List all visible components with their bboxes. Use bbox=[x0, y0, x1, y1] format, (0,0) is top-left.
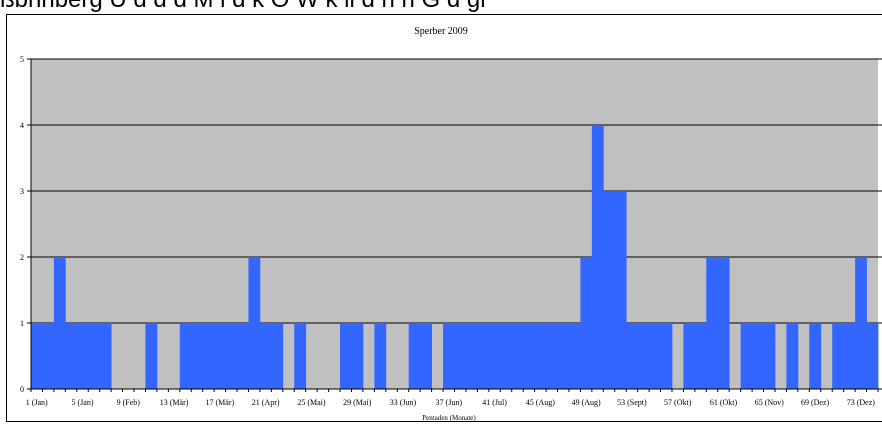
y-tick-label: 3 bbox=[20, 187, 24, 196]
bar bbox=[225, 323, 238, 389]
bar bbox=[511, 323, 524, 389]
bar bbox=[202, 323, 215, 389]
x-tick-label: 21 (Apr) bbox=[252, 398, 280, 407]
bar bbox=[53, 257, 66, 389]
x-tick-label: 37 (Jun) bbox=[436, 398, 463, 407]
bar bbox=[843, 323, 856, 389]
x-tick-label: 61 (Okt) bbox=[710, 398, 738, 407]
x-tick-label: 29 (Mai) bbox=[343, 398, 372, 407]
bar bbox=[626, 323, 639, 389]
bar bbox=[809, 323, 822, 389]
bar bbox=[237, 323, 249, 389]
bar bbox=[694, 323, 707, 389]
x-axis-label: Pentaden (Monate) bbox=[422, 414, 476, 422]
bar bbox=[99, 323, 112, 389]
x-tick-label: 9 (Feb) bbox=[117, 398, 141, 407]
x-tick-label: 17 (Mär) bbox=[206, 398, 235, 407]
bar bbox=[31, 323, 43, 389]
bar bbox=[271, 323, 284, 389]
x-tick-label: 73 (Dez) bbox=[847, 398, 876, 407]
x-tick-label: 57 (Okt) bbox=[664, 398, 692, 407]
bar bbox=[591, 125, 604, 389]
bar bbox=[42, 323, 55, 389]
x-tick-label: 5 (Jan) bbox=[72, 398, 94, 407]
y-tick-label: 1 bbox=[20, 319, 24, 328]
bar bbox=[740, 323, 753, 389]
bar bbox=[683, 323, 696, 389]
bar bbox=[420, 323, 433, 389]
bar bbox=[546, 323, 558, 389]
bar bbox=[763, 323, 776, 389]
x-tick-label: 41 (Jul) bbox=[482, 398, 507, 407]
bar bbox=[340, 323, 352, 389]
bar bbox=[408, 323, 421, 389]
bar bbox=[477, 323, 490, 389]
y-tick-label: 4 bbox=[20, 121, 24, 130]
bar bbox=[557, 323, 570, 389]
bar bbox=[580, 257, 593, 389]
bar bbox=[534, 323, 547, 389]
bar bbox=[76, 323, 89, 389]
x-tick-label: 1 (Jan) bbox=[26, 398, 48, 407]
bar bbox=[294, 323, 307, 389]
bar bbox=[248, 257, 261, 389]
y-tick-labels: 0 1 2 3 4 5 bbox=[20, 55, 24, 394]
bar bbox=[855, 257, 867, 389]
x-tick-label: 45 (Aug) bbox=[526, 398, 555, 407]
bar bbox=[500, 323, 513, 389]
bar bbox=[752, 323, 764, 389]
bar bbox=[866, 323, 879, 389]
bar bbox=[191, 323, 204, 389]
bar bbox=[374, 323, 387, 389]
bar bbox=[614, 191, 627, 389]
x-tick-label: 49 (Aug) bbox=[572, 398, 601, 407]
bar bbox=[465, 323, 478, 389]
bar bbox=[65, 323, 78, 389]
bar bbox=[523, 323, 536, 389]
bar bbox=[649, 323, 661, 389]
bar bbox=[786, 323, 799, 389]
x-tick-label: 13 (Mär) bbox=[160, 398, 189, 407]
bar bbox=[145, 323, 158, 389]
bar bbox=[568, 323, 581, 389]
y-tick-label: 5 bbox=[20, 55, 24, 64]
x-tick-label: 25 (Mai) bbox=[297, 398, 326, 407]
y-tick-label: 2 bbox=[20, 253, 24, 262]
bars bbox=[31, 125, 879, 389]
bar bbox=[603, 191, 616, 389]
x-tick-labels: 1 (Jan) 5 (Jan) 9 (Feb) 13 (Mär) 17 (Mär) 21 … bbox=[26, 398, 876, 407]
y-tick-label: 0 bbox=[20, 385, 24, 394]
x-tick-label: 53 (Sept) bbox=[617, 398, 647, 407]
bar bbox=[637, 323, 650, 389]
chart-title: Sperber 2009 bbox=[414, 26, 468, 37]
bar bbox=[443, 323, 455, 389]
bar bbox=[488, 323, 501, 389]
bar bbox=[832, 323, 845, 389]
cropped-header-text: ßbhnberg Ü d d d M l d k O W k ll d h h … bbox=[0, 0, 882, 16]
bar bbox=[351, 323, 364, 389]
x-tick-label: 33 (Jun) bbox=[390, 398, 417, 407]
bar bbox=[717, 257, 730, 389]
bar bbox=[454, 323, 467, 389]
axes bbox=[27, 58, 882, 392]
bar bbox=[214, 323, 226, 389]
gridlines bbox=[31, 58, 882, 324]
bar bbox=[179, 323, 192, 389]
bar bbox=[706, 257, 719, 389]
bar bbox=[259, 323, 272, 389]
bar bbox=[660, 323, 673, 389]
x-tick-label: 69 (Dez) bbox=[801, 398, 830, 407]
x-tick-label: 65 (Nov) bbox=[755, 398, 784, 407]
bar bbox=[88, 323, 101, 389]
